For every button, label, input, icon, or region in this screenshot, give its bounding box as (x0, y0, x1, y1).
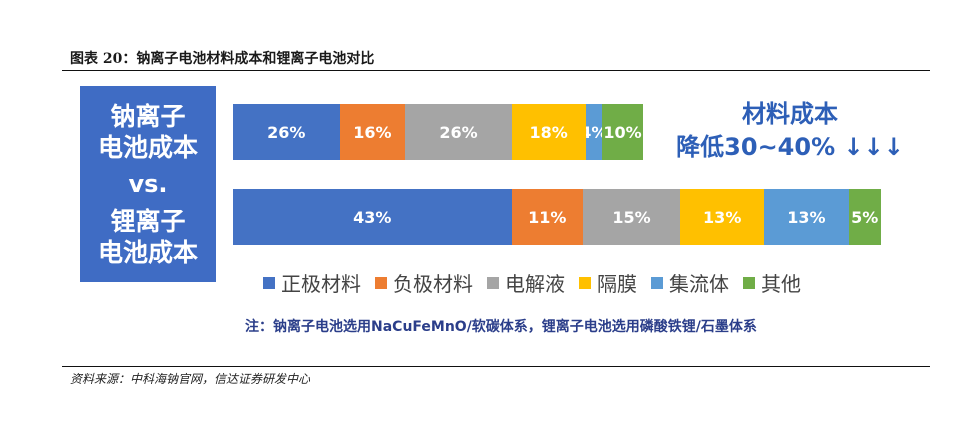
bar-segment-sodium-5: 10% (601, 104, 643, 160)
data-label: 18% (529, 122, 568, 142)
legend-label: 正极材料 (281, 272, 361, 296)
legend-item: 负极材料 (375, 268, 473, 297)
source-text: 资料来源：中科海钠官网，信达证券研发中心 (70, 372, 311, 386)
legend-item: 其他 (743, 268, 801, 297)
chart-note: 注：钠离子电池选用NaCuFeMnO/软碳体系，锂离子电池选用磷酸铁锂/石墨体系 (245, 319, 757, 335)
top-rule (62, 70, 930, 71)
bar-segment-lithium-2: 15% (582, 189, 681, 245)
lithium-label-line1: 锂离子 (110, 206, 186, 236)
legend-label: 集流体 (669, 272, 729, 296)
legend-label: 其他 (761, 272, 801, 296)
data-label: 10% (603, 122, 642, 142)
legend-item: 集流体 (651, 268, 729, 297)
data-label: 15% (612, 207, 651, 227)
bar-segment-lithium-4: 13% (764, 189, 849, 245)
legend-swatch (375, 276, 387, 289)
sodium-label-line2: 电池成本 (97, 132, 198, 162)
legend-swatch (651, 276, 663, 289)
data-label: 26% (267, 122, 306, 142)
data-label: 13% (703, 207, 742, 227)
sodium-label-line1: 钠离子 (110, 101, 186, 131)
bar-segment-lithium-0: 43% (233, 189, 512, 245)
bar-segment-sodium-1: 16% (339, 104, 406, 160)
legend-swatch (743, 276, 755, 289)
bar-segment-lithium-1: 11% (511, 189, 583, 245)
figure-title: 图表 20：钠离子电池材料成本和锂离子电池对比 (70, 51, 375, 67)
data-label: 5% (851, 207, 879, 227)
bar-segment-sodium-4: 4% (585, 104, 602, 160)
bottom-rule (62, 366, 930, 367)
legend-swatch (263, 276, 275, 289)
callout-line2: 降低30~40% ↓↓↓ (676, 133, 904, 161)
bar-segment-lithium-3: 13% (680, 189, 765, 245)
legend-label: 隔膜 (597, 272, 637, 296)
data-label: 11% (528, 207, 567, 227)
cost-reduction-callout: 材料成本 降低30~40% ↓↓↓ (660, 98, 920, 164)
legend-item: 电解液 (487, 268, 565, 297)
legend-label: 电解液 (505, 272, 565, 296)
legend-swatch (487, 276, 499, 289)
data-label: 13% (787, 207, 826, 227)
sodium-cost-bar: 26% 16% 26% 18% 4%10% (233, 104, 643, 160)
chart-legend: 正极材料 负极材料 电解液 隔膜 集流体 其他 (263, 268, 801, 297)
bar-segment-sodium-2: 26% (405, 104, 512, 160)
data-label: 4% (585, 122, 602, 142)
vs-label: vs. (128, 169, 168, 198)
bar-segment-sodium-3: 18% (511, 104, 586, 160)
lithium-label-line2: 电池成本 (97, 237, 198, 267)
legend-item: 隔膜 (579, 268, 637, 297)
callout-line1: 材料成本 (742, 100, 838, 128)
legend-item: 正极材料 (263, 268, 361, 297)
legend-label: 负极材料 (393, 272, 473, 296)
data-label: 43% (353, 207, 392, 227)
comparison-label-box: 钠离子 电池成本 vs. 锂离子 电池成本 (80, 86, 216, 282)
bar-segment-sodium-0: 26% (233, 104, 340, 160)
data-label: 26% (439, 122, 478, 142)
legend-swatch (579, 276, 591, 289)
lithium-cost-bar: 43% 11% 15% 13% 13% 5% (233, 189, 881, 245)
bar-segment-lithium-5: 5% (848, 189, 881, 245)
data-label: 16% (353, 122, 392, 142)
